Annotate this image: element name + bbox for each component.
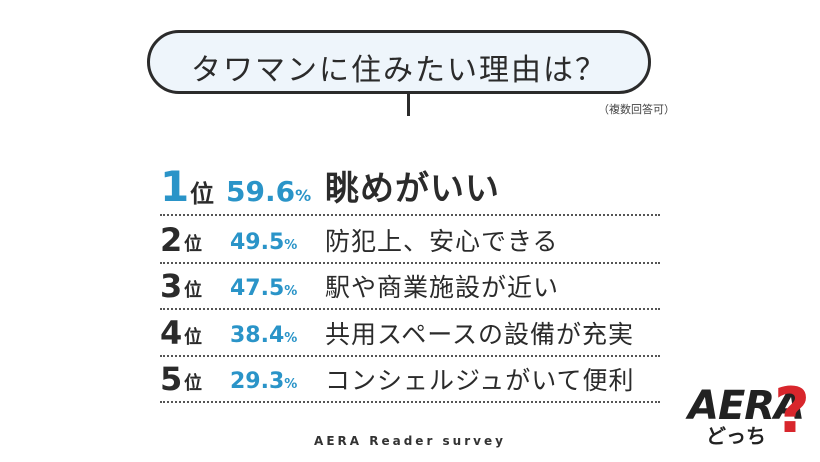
percent-number: 59.6 <box>226 175 296 208</box>
percent-number: 29.3 <box>230 369 285 394</box>
ranking-row: 4 位 38.4% 共用スペースの設備が充実 <box>160 309 660 357</box>
title-bubble: タワマンに住みたい理由は？ <box>147 30 651 94</box>
reason-label: 駅や商業施設が近い <box>325 273 560 302</box>
reason-label: 防犯上、安心できる <box>325 227 559 256</box>
rank-suffix: 位 <box>184 280 202 301</box>
reason-label: コンシェルジュがいて便利 <box>325 366 635 395</box>
rank-suffix: 位 <box>184 327 202 348</box>
percent-number: 47.5 <box>230 276 285 301</box>
ranking-row: 2 位 49.5% 防犯上、安心できる <box>160 216 660 264</box>
rank-number: 1 <box>160 162 190 211</box>
rank-number: 4 <box>160 314 183 352</box>
percent-value: 38.4% <box>230 325 297 347</box>
percent-value: 59.6% <box>226 178 311 206</box>
aera-dotchi-logo: AERA どっち ? <box>688 380 810 454</box>
percent-number: 49.5 <box>230 230 285 255</box>
percent-sign: % <box>284 284 298 299</box>
page-title: タワマンに住みたい理由は？ <box>191 53 607 88</box>
multiple-answer-note: （複数回答可） <box>598 103 675 116</box>
rank-suffix: 位 <box>184 234 202 255</box>
rank-suffix: 位 <box>184 373 202 394</box>
rank-number: 2 <box>160 221 183 259</box>
bubble-tail <box>407 92 410 116</box>
percent-number: 38.4 <box>230 323 285 348</box>
ranking-row: 5 位 29.3% コンシェルジュがいて便利 <box>160 355 660 403</box>
logo-main-text: AERA <box>688 383 805 429</box>
reason-label: 共用スペースの設備が充実 <box>325 320 635 349</box>
survey-source: AERA Reader survey <box>314 434 506 448</box>
percent-sign: % <box>284 331 298 346</box>
ranking-row: 3 位 47.5% 駅や商業施設が近い <box>160 262 660 310</box>
rank-number: 3 <box>160 267 183 305</box>
rank-number: 5 <box>160 360 183 398</box>
question-mark-icon: ? <box>774 374 810 447</box>
percent-value: 47.5% <box>230 278 297 300</box>
percent-sign: % <box>284 377 298 392</box>
percent-value: 49.5% <box>230 232 297 254</box>
rank-suffix: 位 <box>190 180 214 208</box>
reason-label: 眺めがいい <box>325 169 500 209</box>
percent-value: 29.3% <box>230 371 297 393</box>
ranking-row: 1 位 59.6% 眺めがいい <box>160 162 660 216</box>
percent-sign: % <box>295 186 312 205</box>
percent-sign: % <box>284 238 298 253</box>
logo-sub-text: どっち <box>706 424 766 448</box>
